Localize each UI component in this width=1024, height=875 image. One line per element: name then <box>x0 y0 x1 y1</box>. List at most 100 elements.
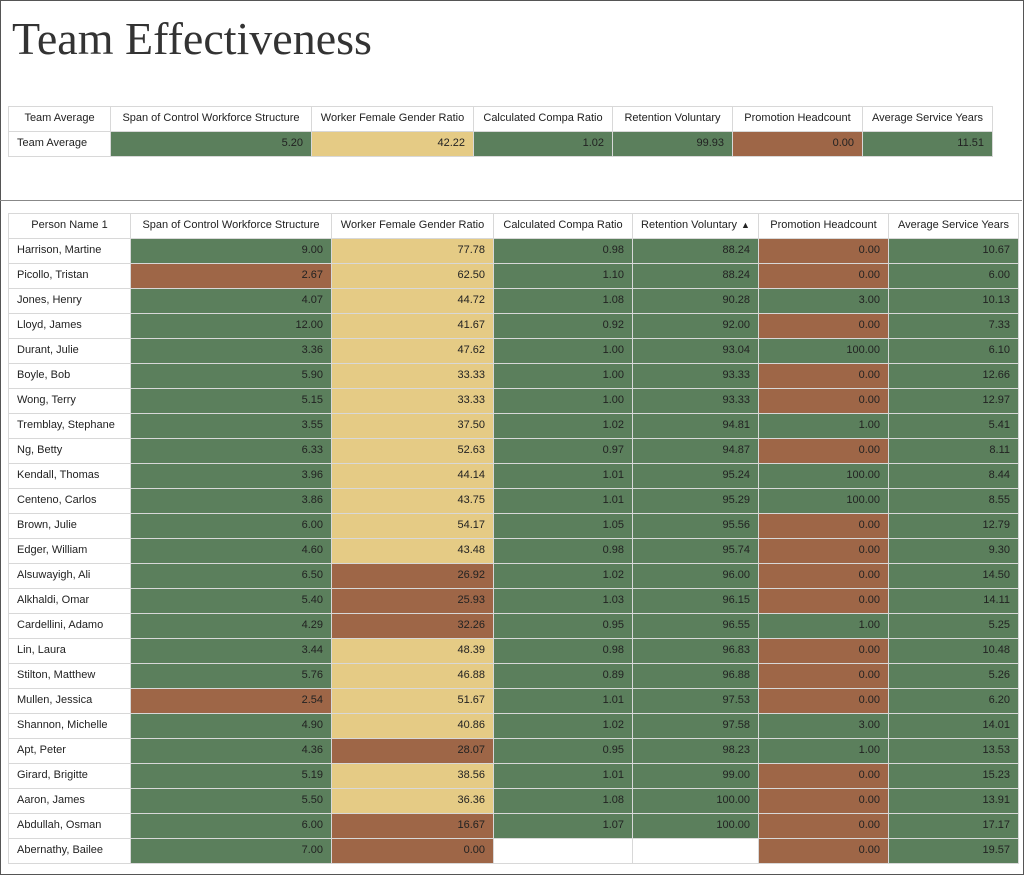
metric-cell: 14.50 <box>888 563 1019 589</box>
metric-cell: 1.00 <box>493 338 633 364</box>
metric-cell: 13.53 <box>888 738 1019 764</box>
metric-cell: 11.51 <box>862 131 993 157</box>
metric-cell: 4.60 <box>130 538 332 564</box>
metric-cell: 26.92 <box>331 563 494 589</box>
metric-cell: 5.90 <box>130 363 332 389</box>
metric-cell: 36.36 <box>331 788 494 814</box>
metric-cell: 96.55 <box>632 613 759 639</box>
metric-cell: 1.01 <box>493 763 633 789</box>
metric-cell: 3.36 <box>130 338 332 364</box>
metric-cell: 4.36 <box>130 738 332 764</box>
metric-cell: 100.00 <box>758 463 889 489</box>
page-title: Team Effectiveness <box>12 13 372 64</box>
metric-cell: 97.58 <box>632 713 759 739</box>
row-label: Apt, Peter <box>8 738 131 764</box>
column-header[interactable]: Promotion Headcount <box>732 106 863 132</box>
metric-cell: 3.00 <box>758 713 889 739</box>
row-label: Durant, Julie <box>8 338 131 364</box>
metric-cell: 0.00 <box>758 688 889 714</box>
metric-cell: 12.00 <box>130 313 332 339</box>
metric-cell: 0.00 <box>758 638 889 664</box>
column-header[interactable]: Average Service Years <box>888 213 1019 239</box>
metric-cell: 0.00 <box>758 238 889 264</box>
metric-cell: 0.00 <box>758 588 889 614</box>
row-label: Stilton, Matthew <box>8 663 131 689</box>
row-label: Shannon, Michelle <box>8 713 131 739</box>
row-label: Lloyd, James <box>8 313 131 339</box>
metric-cell: 93.33 <box>632 363 759 389</box>
metric-cell: 1.03 <box>493 588 633 614</box>
metric-cell: 0.00 <box>331 838 494 864</box>
metric-cell: 1.02 <box>493 713 633 739</box>
metric-cell: 2.54 <box>130 688 332 714</box>
column-header[interactable]: Span of Control Workforce Structure <box>110 106 312 132</box>
metric-cell: 98.23 <box>632 738 759 764</box>
row-label: Alsuwayigh, Ali <box>8 563 131 589</box>
metric-cell: 94.81 <box>632 413 759 439</box>
column-header[interactable]: Worker Female Gender Ratio <box>311 106 474 132</box>
column-header[interactable]: Calculated Compa Ratio <box>493 213 633 239</box>
metric-cell: 10.13 <box>888 288 1019 314</box>
metric-cell: 0.00 <box>758 663 889 689</box>
metric-cell: 6.10 <box>888 338 1019 364</box>
row-label: Jones, Henry <box>8 288 131 314</box>
metric-cell: 32.26 <box>331 613 494 639</box>
metric-cell: 6.20 <box>888 688 1019 714</box>
metric-cell: 43.75 <box>331 488 494 514</box>
metric-cell: 14.11 <box>888 588 1019 614</box>
metric-cell <box>493 838 633 864</box>
metric-cell: 0.00 <box>758 388 889 414</box>
metric-cell: 5.25 <box>888 613 1019 639</box>
row-label: Tremblay, Stephane <box>8 413 131 439</box>
column-header[interactable]: Person Name 1 <box>8 213 131 239</box>
metric-cell: 90.28 <box>632 288 759 314</box>
metric-cell: 19.57 <box>888 838 1019 864</box>
metric-cell: 1.08 <box>493 288 633 314</box>
metric-cell: 9.30 <box>888 538 1019 564</box>
column-header[interactable]: Retention Voluntary <box>632 213 759 239</box>
metric-cell: 100.00 <box>632 813 759 839</box>
metric-cell: 3.86 <box>130 488 332 514</box>
column-header[interactable]: Span of Control Workforce Structure <box>130 213 332 239</box>
row-label: Abernathy, Bailee <box>8 838 131 864</box>
metric-cell: 0.00 <box>758 763 889 789</box>
metric-cell: 6.00 <box>130 813 332 839</box>
metric-cell: 0.89 <box>493 663 633 689</box>
metric-cell: 33.33 <box>331 363 494 389</box>
column-header[interactable]: Promotion Headcount <box>758 213 889 239</box>
metric-cell: 0.98 <box>493 638 633 664</box>
metric-cell: 5.76 <box>130 663 332 689</box>
row-label: Harrison, Martine <box>8 238 131 264</box>
column-header[interactable]: Retention Voluntary <box>612 106 733 132</box>
metric-cell: 0.98 <box>493 238 633 264</box>
metric-cell: 9.00 <box>130 238 332 264</box>
column-header[interactable]: Calculated Compa Ratio <box>473 106 613 132</box>
metric-cell: 5.50 <box>130 788 332 814</box>
metric-cell: 6.33 <box>130 438 332 464</box>
column-header[interactable]: Team Average <box>8 106 111 132</box>
metric-cell: 5.19 <box>130 763 332 789</box>
metric-cell: 0.00 <box>732 131 863 157</box>
metric-cell: 1.05 <box>493 513 633 539</box>
metric-cell: 93.33 <box>632 388 759 414</box>
metric-cell: 6.00 <box>130 513 332 539</box>
metric-cell: 8.11 <box>888 438 1019 464</box>
metric-cell: 7.00 <box>130 838 332 864</box>
metric-cell: 7.33 <box>888 313 1019 339</box>
metric-cell: 5.41 <box>888 413 1019 439</box>
row-label: Boyle, Bob <box>8 363 131 389</box>
column-header[interactable]: Worker Female Gender Ratio <box>331 213 494 239</box>
column-header[interactable]: Average Service Years <box>862 106 993 132</box>
metric-cell: 0.00 <box>758 838 889 864</box>
metric-cell: 40.86 <box>331 713 494 739</box>
section-divider <box>0 200 1022 201</box>
row-label: Abdullah, Osman <box>8 813 131 839</box>
row-label: Centeno, Carlos <box>8 488 131 514</box>
metric-cell: 15.23 <box>888 763 1019 789</box>
metric-cell: 33.33 <box>331 388 494 414</box>
metric-cell: 0.00 <box>758 313 889 339</box>
metric-cell: 96.88 <box>632 663 759 689</box>
metric-cell: 1.00 <box>493 363 633 389</box>
metric-cell: 38.56 <box>331 763 494 789</box>
metric-cell: 42.22 <box>311 131 474 157</box>
